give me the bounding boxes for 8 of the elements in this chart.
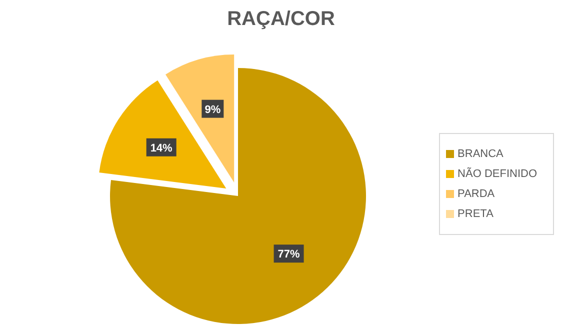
data-label: 77% (278, 248, 300, 261)
legend-label: NÃO DEFINIDO (458, 168, 537, 180)
legend-label: PRETA (458, 208, 494, 220)
legend-label: BRANCA (458, 148, 504, 160)
legend-label: PARDA (458, 188, 495, 200)
chart-title: RAÇA/COR (226, 8, 336, 31)
data-label: 14% (150, 142, 173, 154)
data-label: 9% (204, 104, 221, 116)
